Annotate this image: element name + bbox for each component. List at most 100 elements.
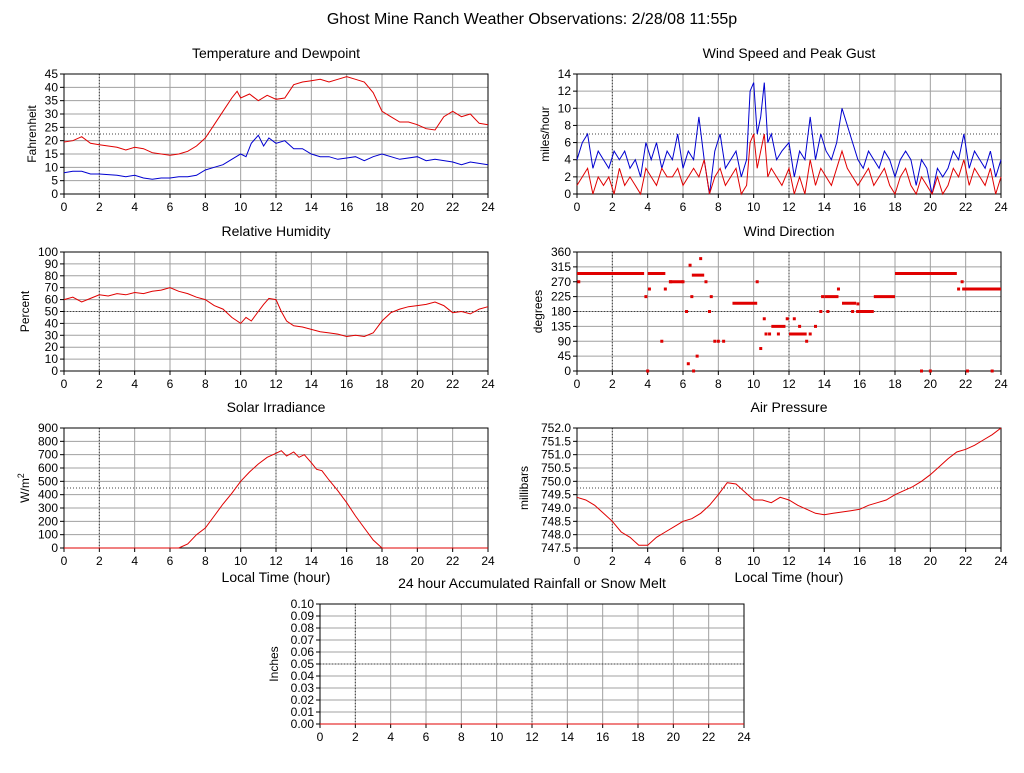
x-tick-label: 24 [994, 554, 1008, 568]
y-tick-label: 10 [45, 160, 59, 174]
x-tick-label: 12 [269, 554, 283, 568]
y-tick-label: 750.5 [541, 461, 571, 475]
direction-point [688, 263, 692, 267]
y-tick-label: 30 [45, 107, 59, 121]
direction-point [808, 332, 812, 336]
y-tick-label: 100 [38, 245, 58, 259]
x-tick-label: 10 [234, 377, 248, 391]
y-tick-label: 40 [45, 316, 59, 330]
x-tick-label: 16 [340, 554, 354, 568]
y-tick-label: 200 [38, 514, 58, 528]
y-axis-label-text: Fahrenheit [25, 105, 39, 163]
solar-chart: 0 2 4 6 8 10 12 14 16 18 20 22 240100200300400500600… [16, 399, 495, 585]
x-tick-label: 0 [61, 554, 68, 568]
y-tick-label: 0 [51, 187, 58, 201]
x-tick-label: 12 [782, 554, 796, 568]
x-tick-label: 8 [202, 200, 209, 214]
x-tick-label: 20 [411, 377, 425, 391]
x-tick-label: 6 [680, 554, 687, 568]
y-tick-label: 800 [38, 434, 58, 448]
x-tick-label: 16 [853, 554, 867, 568]
x-axis-label: Local Time (hour) [735, 569, 844, 585]
x-tick-label: 22 [959, 200, 973, 214]
y-tick-label: 0.04 [291, 669, 315, 683]
y-axis-label-text: degrees [531, 290, 545, 333]
y-tick-label: 400 [38, 488, 58, 502]
y-tick-label: 90 [45, 257, 59, 271]
x-tick-label: 4 [131, 554, 138, 568]
x-tick-label: 14 [305, 200, 319, 214]
direction-point [716, 339, 720, 343]
direction-point [690, 295, 694, 299]
x-tick-label: 18 [888, 554, 902, 568]
y-tick-label: 20 [45, 340, 59, 354]
y-axis-label-text: W/m [18, 478, 32, 503]
y-tick-label: 300 [38, 501, 58, 515]
x-tick-label: 16 [340, 200, 354, 214]
x-tick-label: 8 [202, 554, 209, 568]
direction-point [663, 287, 667, 291]
x-tick-label: 14 [561, 730, 575, 744]
y-axis-label-text: miles/hour [538, 106, 552, 161]
humidity-chart: 0 2 4 6 8 10 12 14 16 18 20 22 240102030405060708090… [18, 223, 495, 391]
y-tick-label: 600 [38, 461, 58, 475]
x-tick-label: 22 [959, 554, 973, 568]
y-tick-label: 748.5 [541, 514, 571, 528]
x-tick-label: 10 [234, 200, 248, 214]
y-tick-label: 20 [45, 134, 59, 148]
y-axis-label: W/m2 [16, 473, 32, 503]
y-tick-label: 360 [551, 245, 571, 259]
y-tick-label: 14 [558, 67, 572, 81]
y-tick-label: 225 [551, 290, 571, 304]
x-tick-label: 24 [481, 377, 495, 391]
temp-series-0-line [63, 76, 489, 156]
y-tick-label: 0.01 [291, 705, 315, 719]
y-tick-label: 90 [558, 334, 572, 348]
direction-point [577, 280, 581, 284]
x-axis-label: Local Time (hour) [222, 569, 331, 585]
x-tick-label: 0 [574, 200, 581, 214]
x-tick-label: 16 [853, 200, 867, 214]
direction-point [785, 317, 789, 321]
x-tick-label: 2 [96, 200, 103, 214]
x-tick-label: 24 [737, 730, 751, 744]
chart-title: Wind Speed and Peak Gust [703, 45, 876, 61]
x-tick-label: 12 [782, 200, 796, 214]
x-tick-label: 12 [782, 377, 796, 391]
y-axis-label: Fahrenheit [25, 105, 39, 163]
x-tick-label: 12 [269, 200, 283, 214]
x-tick-label: 18 [375, 554, 389, 568]
y-tick-label: 751.0 [541, 448, 571, 462]
x-tick-label: 12 [525, 730, 539, 744]
x-tick-label: 8 [458, 730, 465, 744]
temp-series-1-line [63, 134, 489, 180]
x-tick-label: 6 [167, 377, 174, 391]
x-tick-label: 2 [609, 200, 616, 214]
x-tick-label: 20 [924, 554, 938, 568]
direction-point [695, 354, 699, 358]
y-tick-label: 747.5 [541, 541, 571, 555]
chart-title: Wind Direction [743, 223, 834, 239]
y-axis-label: miles/hour [538, 106, 552, 161]
y-tick-label: 752.0 [541, 421, 571, 435]
direction-point [798, 324, 802, 328]
x-tick-label: 10 [747, 554, 761, 568]
y-tick-label: 10 [45, 352, 59, 366]
x-tick-label: 22 [446, 200, 460, 214]
x-tick-label: 10 [490, 730, 504, 744]
direction-point [686, 362, 690, 366]
x-tick-label: 10 [747, 377, 761, 391]
chart-title: Relative Humidity [222, 223, 331, 239]
x-tick-label: 2 [96, 377, 103, 391]
y-tick-label: 0.10 [291, 597, 315, 611]
x-tick-label: 18 [375, 200, 389, 214]
y-axis-label-text: Percent [18, 290, 32, 332]
direction-point [646, 369, 650, 373]
x-tick-label: 22 [446, 377, 460, 391]
x-tick-label: 4 [644, 200, 651, 214]
x-tick-label: 0 [61, 377, 68, 391]
x-tick-label: 18 [631, 730, 645, 744]
direction-point [792, 317, 796, 321]
